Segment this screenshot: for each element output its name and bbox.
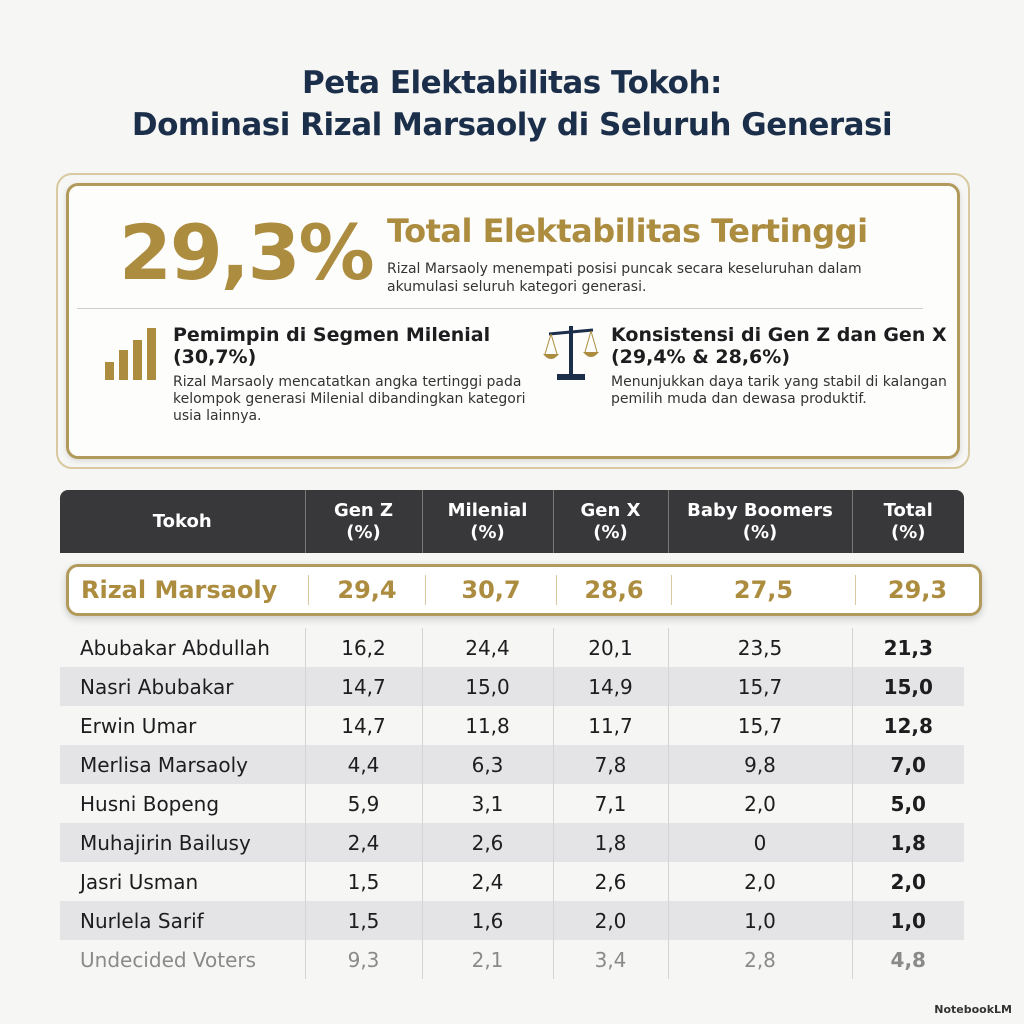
summary-headline: Total Elektabilitas Tertinggi <box>387 212 868 250</box>
table-row: Muhajirin Bailusy 2,4 2,6 1,8 0 1,8 <box>60 823 964 862</box>
cell-value: 30,7 <box>425 575 556 605</box>
candidate-name: Rizal Marsaoly <box>81 576 278 604</box>
cell-value: 2,1 <box>421 940 553 979</box>
cell-value: 1,5 <box>304 901 422 940</box>
column-header: Gen X (%) <box>552 490 668 553</box>
cell-value: 2,0 <box>851 862 964 901</box>
cell-value: 15,7 <box>667 667 852 706</box>
table-row: Nasri Abubakar 14,7 15,0 14,9 15,7 15,0 <box>60 667 964 706</box>
scale-icon <box>543 326 599 380</box>
cell-value: 5,0 <box>851 784 964 823</box>
cell-value: 2,0 <box>667 784 852 823</box>
highlight-row-rizal-marsaoly: Rizal Marsaoly 29,4 30,7 28,6 27,5 29,3 <box>66 564 982 616</box>
cell-value: 3,1 <box>421 784 553 823</box>
table-row: Erwin Umar 14,7 11,8 11,7 15,7 12,8 <box>60 706 964 745</box>
cell-value: 1,8 <box>552 823 668 862</box>
cell-value: 6,3 <box>421 745 553 784</box>
cell-value: 1,6 <box>421 901 553 940</box>
cell-value: 5,9 <box>304 784 422 823</box>
cell-value: 1,8 <box>851 823 964 862</box>
cell-value: 29,4 <box>308 575 425 605</box>
cell-value: 29,3 <box>855 575 979 605</box>
candidate-name: Nasri Abubakar <box>60 667 305 706</box>
cell-value: 28,6 <box>556 575 671 605</box>
cell-value: 24,4 <box>421 628 553 667</box>
cell-value: 1,0 <box>667 901 852 940</box>
cell-value: 11,7 <box>552 706 668 745</box>
cell-value: 15,7 <box>667 706 852 745</box>
cell-value: 2,4 <box>304 823 422 862</box>
candidate-name: Erwin Umar <box>80 713 197 738</box>
candidate-name: Abubakar Abdullah <box>80 635 270 660</box>
candidate-name: Jasri Usman <box>80 869 199 894</box>
column-header: Gen Z (%) <box>304 490 422 553</box>
cell-value: 1,5 <box>304 862 422 901</box>
column-header: Total (%) <box>851 490 964 553</box>
cell-value: 3,4 <box>552 940 668 979</box>
divider <box>77 308 923 309</box>
cell-value: 7,8 <box>552 745 668 784</box>
feature-milenial: Pemimpin di Segmen Milenial (30,7%) Riza… <box>173 324 526 424</box>
cell-value: 2,4 <box>421 862 553 901</box>
cell-value: 12,8 <box>851 706 964 745</box>
table-row: Undecided Voters 9,3 2,1 3,4 2,8 4,8 <box>60 940 964 979</box>
candidate-name: Muhajirin Bailusy <box>60 823 305 862</box>
cell-value: 9,8 <box>667 745 852 784</box>
cell-value: 16,2 <box>304 628 422 667</box>
cell-value: 2,0 <box>667 862 852 901</box>
cell-value: 2,6 <box>552 862 668 901</box>
feature-consistency: Konsistensi di Gen Z dan Gen X (29,4% & … <box>611 324 947 407</box>
cell-value: 1,0 <box>851 901 964 940</box>
total-value: 29,3% <box>119 208 375 297</box>
column-header: Baby Boomers (%) <box>667 490 852 553</box>
cell-value: 2,6 <box>421 823 553 862</box>
candidate-name: Undecided Voters <box>80 947 257 972</box>
cell-value: 4,4 <box>304 745 422 784</box>
cell-value: 21,3 <box>851 628 964 667</box>
cell-value: 7,1 <box>552 784 668 823</box>
summary-card: 29,3% Total Elektabilitas Tertinggi Riza… <box>66 183 960 459</box>
cell-value: 14,7 <box>304 667 422 706</box>
cell-value: 14,7 <box>304 706 422 745</box>
page-title: Peta Elektabilitas Tokoh: Dominasi Rizal… <box>131 65 893 143</box>
cell-value: 9,3 <box>304 940 422 979</box>
candidate-name: Husni Bopeng <box>80 791 220 816</box>
cell-value: 15,0 <box>851 667 964 706</box>
table-row: Abubakar Abdullah 16,2 24,4 20,1 23,5 21,3 <box>60 628 964 667</box>
table-row: Nurlela Sarif 1,5 1,6 2,0 1,0 1,0 <box>60 901 964 940</box>
cell-value: 0 <box>667 823 852 862</box>
cell-value: 20,1 <box>552 628 668 667</box>
cell-value: 4,8 <box>851 940 964 979</box>
cell-value: 11,8 <box>421 706 553 745</box>
cell-value: 15,0 <box>421 667 553 706</box>
electability-table: Tokoh Gen Z (%) Milenial (%) Gen X (%) Baby Boo… <box>60 490 964 979</box>
candidate-name: Nurlela Sarif <box>60 901 305 940</box>
watermark: NotebookLM <box>934 1003 1012 1016</box>
bar-chart-icon <box>105 328 156 380</box>
cell-value: 7,0 <box>851 745 964 784</box>
summary-subtext: Rizal Marsaoly menempati posisi puncak s… <box>387 261 862 295</box>
summary-card-frame <box>56 173 970 469</box>
table-row: Jasri Usman 1,5 2,4 2,6 2,0 2,0 <box>60 862 964 901</box>
cell-value: 2,0 <box>552 901 668 940</box>
cell-value: 27,5 <box>671 575 855 605</box>
column-header: Tokoh <box>60 490 305 553</box>
column-header: Milenial (%) <box>421 490 553 553</box>
candidate-name: Merlisa Marsaoly <box>60 745 305 784</box>
cell-value: 14,9 <box>552 667 668 706</box>
table-row: Merlisa Marsaoly 4,4 6,3 7,8 9,8 7,0 <box>60 745 964 784</box>
cell-value: 2,8 <box>667 940 852 979</box>
table-row: Husni Bopeng 5,9 3,1 7,1 2,0 5,0 <box>60 784 964 823</box>
cell-value: 23,5 <box>667 628 852 667</box>
